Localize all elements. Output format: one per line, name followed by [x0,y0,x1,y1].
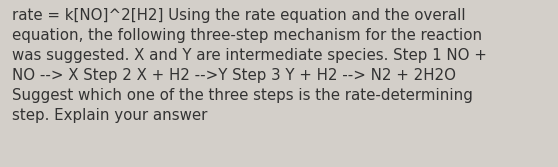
Text: rate = k[NO]^2[H2] Using the rate equation and the overall
equation, the followi: rate = k[NO]^2[H2] Using the rate equati… [12,8,487,123]
